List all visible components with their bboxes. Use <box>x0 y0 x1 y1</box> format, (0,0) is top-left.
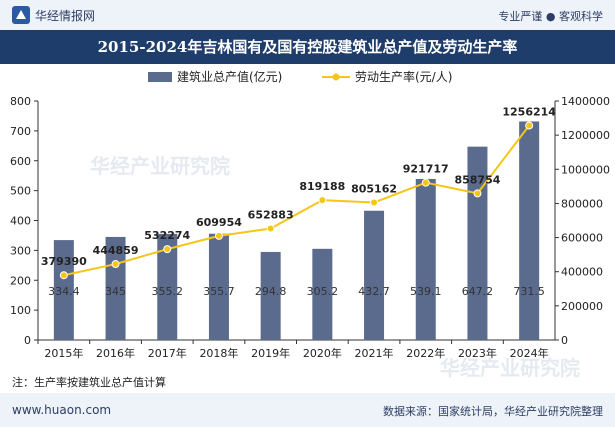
y-right-tick-label: 0 <box>561 334 568 347</box>
legend: 建筑业总产值(亿元) 劳动生产率(元/人) <box>148 69 452 84</box>
bar-value-label: 355.2 <box>152 285 184 298</box>
site-link[interactable]: www.huaon.com <box>12 403 112 417</box>
x-tick-label: 2021年 <box>355 346 394 360</box>
line-point <box>163 245 172 254</box>
brand-name: 华经情报网 <box>35 8 96 23</box>
line-point <box>266 224 275 233</box>
bar-value-label: 305.2 <box>307 285 339 298</box>
footer-bar: www.huaon.com 数据来源：国家统计局，华经产业研究院整理 <box>0 393 615 427</box>
line-series <box>59 121 534 280</box>
y-left-tick-label: 200 <box>10 274 31 287</box>
line-value-label: 858754 <box>454 173 500 186</box>
bar-value-label: 539.1 <box>410 285 442 298</box>
y-right-tick-label: 1200000 <box>561 129 610 142</box>
watermark: 华经产业研究院 <box>440 356 580 380</box>
line-point <box>214 231 223 240</box>
x-tick-label: 2015年 <box>44 346 83 360</box>
slogan: 专业严谨 ● 客观科学 <box>498 10 603 23</box>
y-left-tick-label: 600 <box>10 155 31 168</box>
line-value-label: 532274 <box>144 229 190 242</box>
legend-label-bar: 建筑业总产值(亿元) <box>177 69 282 84</box>
y-right-tick-label: 1000000 <box>561 163 610 176</box>
line-point <box>59 271 68 280</box>
bar <box>312 248 333 340</box>
chart-title: 2015-2024年吉林国有及国有控股建筑业总产值及劳动生产率 <box>0 30 615 64</box>
line-point <box>473 189 482 198</box>
bar <box>519 121 540 340</box>
line-point <box>525 121 534 130</box>
y-right-tick-label: 400000 <box>561 266 603 279</box>
bar-value-label: 355.7 <box>203 285 235 298</box>
y-right-tick-label: 200000 <box>561 300 603 313</box>
legend-label-line: 劳动生产率(元/人) <box>355 69 452 84</box>
bar-value-label: 432.7 <box>358 285 390 298</box>
bars <box>53 121 540 340</box>
x-tick-label: 2018年 <box>199 346 238 360</box>
legend-swatch-point <box>332 73 340 81</box>
line-path <box>63 124 530 277</box>
axes: 0 100 200 300 400 500 600 700 800 0 200000 400000 60… <box>10 95 610 360</box>
line-point <box>421 178 430 187</box>
x-tick-label: 2019年 <box>251 346 290 360</box>
bar-value-label: 334.4 <box>48 285 80 298</box>
x-tick-label: 2020年 <box>303 346 342 360</box>
data-source: 数据来源：国家统计局，华经产业研究院整理 <box>383 405 603 418</box>
x-tick-label: 2023年 <box>458 346 497 360</box>
legend-swatch-bar <box>148 72 172 82</box>
bar-value-label: 294.8 <box>255 285 287 298</box>
x-tick-label: 2016年 <box>96 346 135 360</box>
footnote: 注：生产率按建筑业总产值计算 <box>12 376 166 389</box>
y-left-tick-label: 100 <box>10 304 31 317</box>
line-value-label: 379390 <box>41 255 87 268</box>
brand[interactable]: 华经情报网 <box>12 6 95 24</box>
y-right-tick-label: 800000 <box>561 197 603 210</box>
line-point <box>318 196 327 205</box>
line-value-label: 444859 <box>93 244 139 257</box>
bar-value-label: 647.2 <box>462 285 494 298</box>
y-right-tick-label: 600000 <box>561 232 603 245</box>
y-left-tick-label: 400 <box>10 215 31 228</box>
data-labels: 334.4 345 355.2 355.7 294.8 305.2 432.7 539.1 64… <box>41 106 556 298</box>
bar <box>260 251 281 340</box>
y-left-tick-label: 800 <box>10 95 31 108</box>
watermark: 华经产业研究院 <box>90 154 230 178</box>
y-left-tick-label: 300 <box>10 244 31 257</box>
line-value-label: 609954 <box>196 216 242 229</box>
line-value-label: 805162 <box>351 183 397 196</box>
line-value-label: 819188 <box>299 180 345 193</box>
line-point <box>370 198 379 207</box>
brand-logo-icon <box>12 6 30 24</box>
bar <box>467 146 488 340</box>
y-left-tick-label: 700 <box>10 125 31 138</box>
bar <box>364 210 385 340</box>
bar <box>157 233 178 340</box>
x-tick-label: 2017年 <box>148 346 187 360</box>
bar <box>208 233 229 340</box>
x-tick-label: 2022年 <box>406 346 445 360</box>
x-tick-label: 2024年 <box>510 346 549 360</box>
header-bar: 华经情报网 专业严谨 ● 客观科学 <box>0 0 615 30</box>
line-value-label: 1256214 <box>502 106 556 119</box>
y-left-tick-label: 0 <box>24 334 31 347</box>
bar-value-label: 345 <box>105 285 126 298</box>
bar <box>415 178 436 340</box>
bar-line-chart: 建筑业总产值(亿元) 劳动生产率(元/人) 0 100 200 300 400 500 600… <box>10 69 610 360</box>
y-right-tick-label: 1400000 <box>561 95 610 108</box>
y-left-tick-label: 500 <box>10 185 31 198</box>
bar <box>53 240 74 340</box>
line-point <box>111 260 120 269</box>
line-value-label: 652883 <box>248 209 294 222</box>
line-value-label: 921717 <box>403 163 449 176</box>
bar-value-label: 731.5 <box>513 285 545 298</box>
